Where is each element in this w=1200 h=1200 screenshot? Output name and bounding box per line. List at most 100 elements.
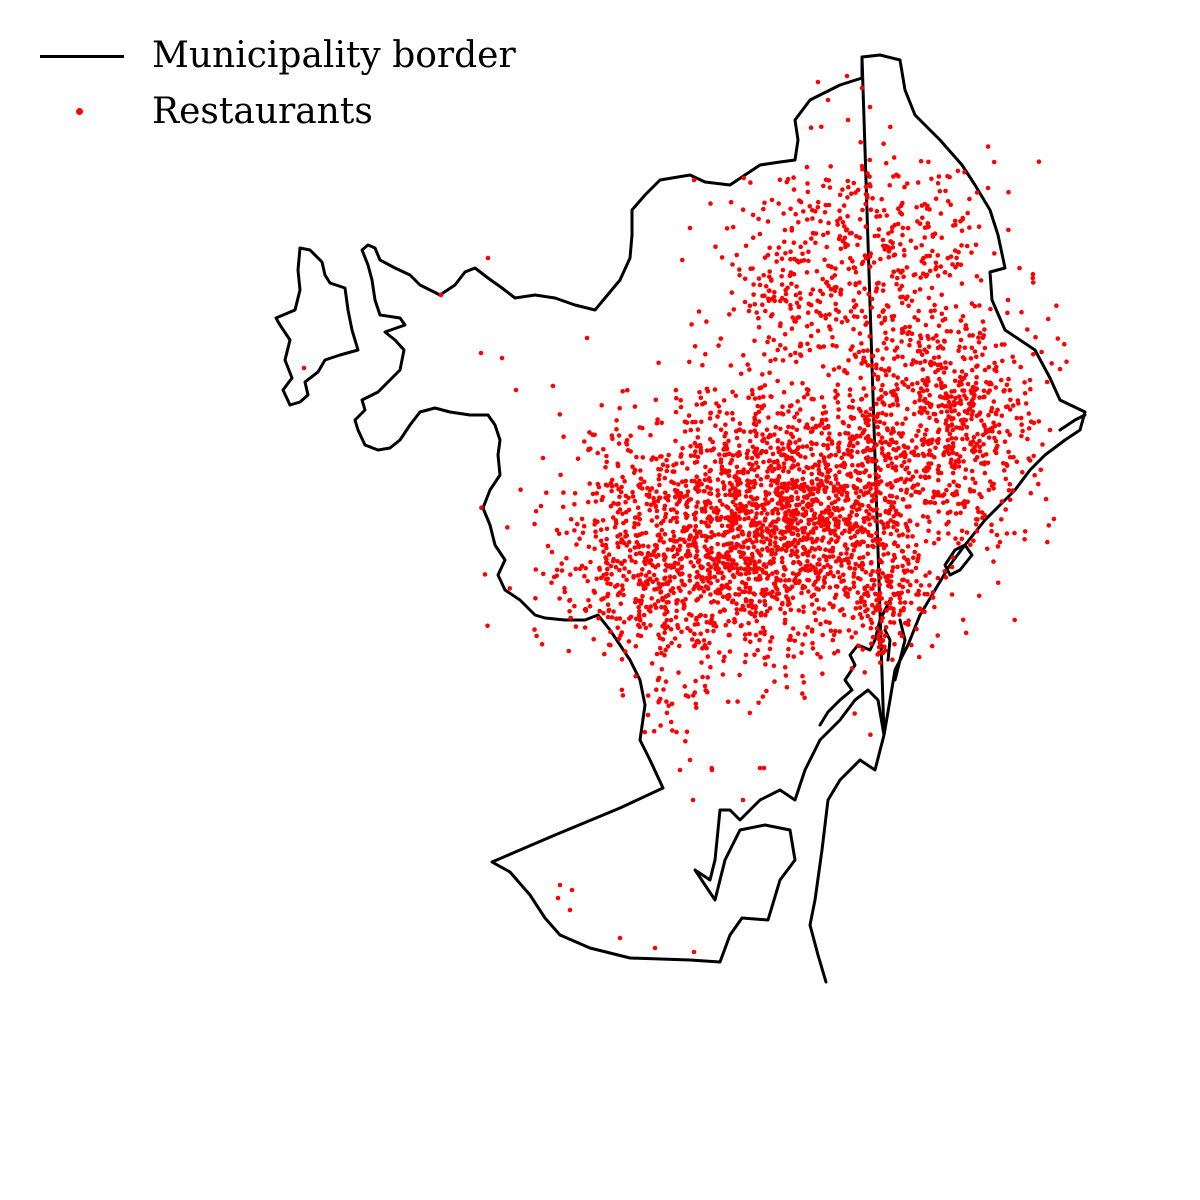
restaurant-point <box>544 490 549 496</box>
restaurant-point <box>911 555 916 560</box>
restaurant-point <box>836 535 841 540</box>
restaurant-point <box>722 433 727 439</box>
restaurant-point <box>974 375 979 380</box>
restaurant-point <box>899 548 905 554</box>
restaurant-point <box>971 434 977 440</box>
restaurant-point <box>819 431 824 436</box>
restaurant-point <box>959 281 965 286</box>
restaurant-point <box>692 460 698 465</box>
restaurant-point <box>932 411 938 417</box>
restaurant-point <box>682 604 687 609</box>
restaurant-point <box>918 360 923 366</box>
restaurant-point <box>695 638 701 644</box>
restaurant-point <box>630 464 635 470</box>
restaurant-point <box>833 388 838 394</box>
restaurant-point <box>864 509 869 514</box>
restaurant-point <box>682 539 688 545</box>
restaurant-point <box>897 612 902 618</box>
restaurant-point <box>692 528 698 533</box>
restaurant-point <box>880 446 885 452</box>
restaurant-point <box>833 628 838 634</box>
restaurant-point <box>866 417 871 423</box>
restaurant-point <box>884 346 889 351</box>
restaurant-point <box>993 343 999 349</box>
restaurant-point <box>918 158 924 164</box>
restaurant-point <box>1044 379 1050 385</box>
restaurant-point <box>790 481 795 487</box>
restaurant-point <box>625 387 630 393</box>
restaurant-point <box>868 207 874 212</box>
restaurant-point <box>951 492 957 498</box>
restaurant-point <box>654 456 659 462</box>
restaurant-point <box>750 518 755 523</box>
restaurant-point <box>1064 359 1069 365</box>
restaurant-point <box>617 507 623 512</box>
restaurant-point <box>631 575 636 580</box>
restaurant-point <box>917 221 923 226</box>
restaurant-point <box>891 620 897 625</box>
restaurant-point <box>558 472 563 478</box>
restaurant-point <box>925 410 930 416</box>
restaurant-point <box>958 219 963 224</box>
restaurant-point <box>922 467 928 473</box>
restaurant-point <box>890 465 896 471</box>
restaurant-point <box>694 504 699 509</box>
restaurant-point <box>919 352 925 358</box>
restaurant-point <box>865 583 870 589</box>
restaurant-point <box>972 349 978 354</box>
restaurant-point <box>744 451 750 457</box>
restaurant-point <box>791 175 796 180</box>
restaurant-point <box>608 563 614 569</box>
restaurant-point <box>800 499 806 505</box>
restaurant-point <box>617 405 622 411</box>
restaurant-point <box>859 361 864 366</box>
restaurant-point <box>769 278 774 283</box>
restaurant-point <box>845 178 851 184</box>
restaurant-point <box>892 641 897 647</box>
restaurant-point <box>847 281 852 286</box>
restaurant-point <box>899 283 905 289</box>
restaurant-point <box>973 480 978 486</box>
restaurant-point <box>867 174 872 179</box>
restaurant-point <box>798 343 804 349</box>
restaurant-point <box>812 511 818 516</box>
restaurant-point <box>554 527 560 533</box>
restaurant-point <box>861 386 867 391</box>
restaurant-point <box>782 453 788 458</box>
restaurant-point <box>708 592 713 597</box>
restaurant-point <box>809 517 814 522</box>
restaurant-point <box>756 700 761 706</box>
restaurant-point <box>784 685 790 690</box>
restaurant-point <box>827 601 833 606</box>
restaurant-point <box>784 179 790 185</box>
restaurant-point <box>865 529 871 535</box>
restaurant-point <box>869 363 874 369</box>
restaurant-point <box>645 693 651 698</box>
restaurant-point <box>675 625 681 631</box>
restaurant-point <box>555 895 561 901</box>
restaurant-point <box>997 430 1002 435</box>
restaurant-point <box>708 411 713 416</box>
restaurant-point <box>876 644 882 650</box>
restaurant-point <box>707 500 713 506</box>
restaurant-point <box>629 558 634 563</box>
restaurant-point <box>929 452 934 458</box>
restaurant-point <box>695 489 701 494</box>
restaurant-point <box>965 381 971 387</box>
restaurant-point <box>851 548 857 553</box>
restaurant-point <box>683 478 689 484</box>
restaurant-point <box>769 394 774 400</box>
restaurant-point <box>639 598 644 603</box>
restaurant-point <box>740 532 746 537</box>
restaurant-point <box>949 592 955 597</box>
restaurant-point <box>956 348 961 354</box>
restaurant-point <box>925 514 930 520</box>
restaurant-point <box>757 573 762 579</box>
restaurant-point <box>991 399 997 404</box>
restaurant-point <box>533 567 539 572</box>
restaurant-point <box>818 452 824 458</box>
restaurant-point <box>851 580 856 585</box>
restaurant-point <box>783 346 788 351</box>
restaurant-point <box>788 553 794 558</box>
restaurant-point <box>797 407 803 412</box>
